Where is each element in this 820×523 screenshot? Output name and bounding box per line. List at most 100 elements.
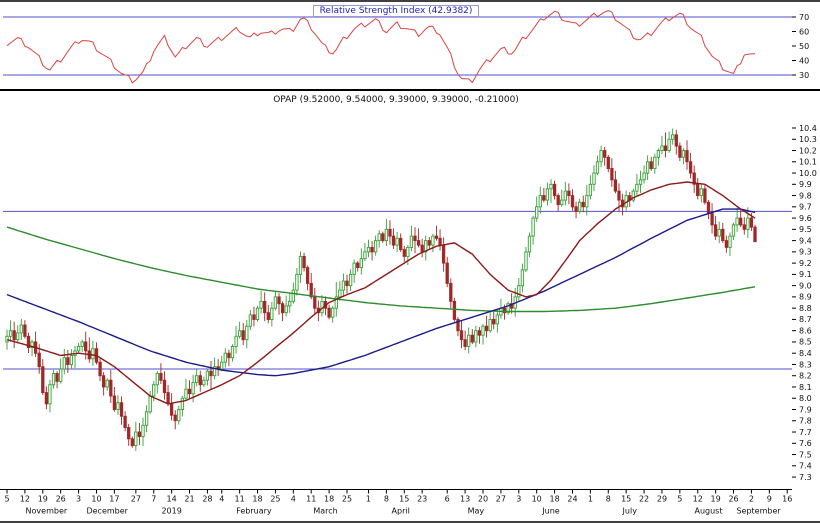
price-ytick-label: 8.5	[799, 338, 812, 347]
candle-body	[449, 282, 453, 302]
candle-body	[474, 330, 478, 343]
candle-body	[438, 237, 442, 246]
price-ytick-label: 9.7	[799, 203, 812, 212]
candle-body	[713, 224, 718, 237]
candle-body	[245, 325, 249, 341]
candle-body	[735, 217, 739, 226]
candle-body	[692, 172, 696, 185]
candle-body	[560, 199, 564, 206]
candle-body	[212, 366, 217, 377]
candle-body	[671, 134, 675, 140]
candle-body	[484, 325, 489, 332]
candle-body	[452, 300, 457, 320]
x-tick-label: 9	[767, 495, 772, 504]
candle-body	[545, 188, 550, 201]
x-tick-label: 18	[252, 495, 262, 504]
price-ytick-label: 9.4	[799, 236, 812, 245]
month-label: July	[622, 507, 638, 516]
candle-body	[370, 246, 374, 253]
candle-body	[223, 352, 227, 363]
x-tick-label: 21	[184, 495, 194, 504]
candle-body	[180, 397, 185, 410]
price-ytick-label: 7.3	[799, 473, 812, 482]
candle-body	[270, 307, 274, 320]
price-ytick-label: 7.6	[799, 439, 812, 448]
price-ytick-label: 7.9	[799, 405, 812, 414]
candle-body	[359, 258, 363, 269]
candle-body	[101, 375, 106, 388]
candle-body	[266, 312, 270, 320]
price-ytick-label: 8.8	[799, 304, 812, 313]
x-tick-label: 8	[606, 495, 611, 504]
candle-body	[302, 255, 306, 269]
candle-body	[177, 409, 181, 422]
x-tick-label: 3	[76, 495, 81, 504]
candle-body	[19, 324, 23, 334]
candle-body	[123, 415, 127, 429]
candle-body	[660, 145, 664, 151]
price-ytick-label: 10.4	[799, 124, 817, 133]
candle-body	[595, 161, 600, 174]
month-label: December	[86, 507, 128, 516]
x-tick-label: 17	[109, 495, 119, 504]
candle-body	[613, 179, 618, 192]
candle-body	[162, 379, 167, 394]
candle-body	[552, 183, 557, 197]
candle-body	[44, 392, 49, 405]
price-ytick-label: 8.3	[799, 360, 812, 369]
rsi-ytick-label: 40	[799, 56, 809, 65]
candle-body	[434, 235, 439, 239]
price-ytick-label: 8.4	[799, 349, 812, 358]
candle-body	[445, 262, 449, 284]
candle-body	[413, 235, 417, 242]
candle-body	[739, 217, 743, 226]
candle-body	[356, 262, 360, 269]
x-tick-label: 25	[270, 495, 280, 504]
candle-body	[273, 296, 278, 309]
candle-body	[166, 392, 170, 405]
candle-body	[517, 285, 521, 298]
candle-body	[581, 201, 585, 208]
x-tick-label: 24	[567, 495, 577, 504]
panel-separator	[0, 89, 820, 91]
candle-body	[710, 213, 714, 226]
price-ytick-label: 8.6	[799, 326, 812, 335]
candle-body	[137, 431, 142, 437]
candle-body	[23, 324, 27, 337]
candle-body	[16, 332, 20, 341]
candle-body	[352, 262, 356, 275]
candle-body	[227, 352, 231, 359]
candle-body	[481, 325, 485, 336]
candle-body	[159, 373, 163, 381]
x-tick-label: 29	[657, 495, 667, 504]
x-tick-label: 26	[728, 495, 738, 504]
candle-body	[610, 168, 614, 181]
rsi-ytick-label: 70	[799, 13, 809, 22]
candle-body	[409, 235, 414, 248]
candle-body	[30, 341, 34, 348]
candle-body	[538, 195, 542, 208]
candle-body	[66, 357, 70, 365]
price-ytick-label: 9.2	[799, 259, 812, 268]
candle-body	[706, 201, 711, 215]
candle-body	[202, 379, 206, 386]
candle-body	[237, 330, 242, 337]
candle-body	[746, 217, 750, 230]
rsi-line	[6, 9, 756, 84]
candle-body	[470, 334, 474, 343]
ma-line-mid	[6, 208, 756, 377]
candle-body	[688, 161, 693, 174]
candle-body	[363, 251, 367, 260]
x-tick-label: 15	[399, 495, 409, 504]
candle-body	[441, 244, 446, 264]
candle-body	[205, 370, 210, 381]
candle-body	[298, 255, 303, 275]
x-tick-label: 11	[235, 495, 245, 504]
x-tick-label: 2	[749, 495, 754, 504]
rsi-panel: 70 60 50 40 30	[3, 9, 809, 84]
rsi-ytick-label: 30	[799, 71, 809, 80]
candle-body	[570, 195, 575, 208]
candle-body	[327, 307, 331, 318]
x-tick-label: 1	[588, 495, 593, 504]
x-tick-label: 4	[219, 495, 224, 504]
